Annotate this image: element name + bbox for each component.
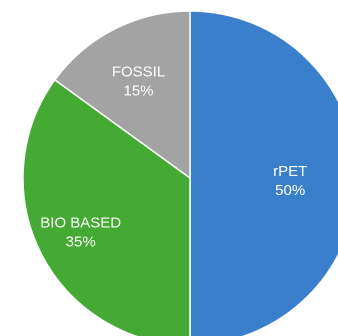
pie-labels: rPET 50% BIO BASED 35% FOSSIL 15% (40, 64, 307, 251)
pie-slice-fossil (53, 10, 191, 180)
pie-slices (22, 10, 338, 336)
pie-value-fossil: 15% (123, 83, 153, 100)
pie-value-bio-based: 35% (66, 234, 96, 251)
pie-label-rpet: rPET (273, 163, 307, 180)
pie-label-bio-based: BIO BASED (40, 215, 121, 232)
pie-label-fossil: FOSSIL (112, 64, 165, 81)
pie-value-rpet: 50% (275, 182, 305, 199)
pie-slice-rpet (189, 10, 338, 336)
pie-slice-bio-based (22, 78, 191, 336)
